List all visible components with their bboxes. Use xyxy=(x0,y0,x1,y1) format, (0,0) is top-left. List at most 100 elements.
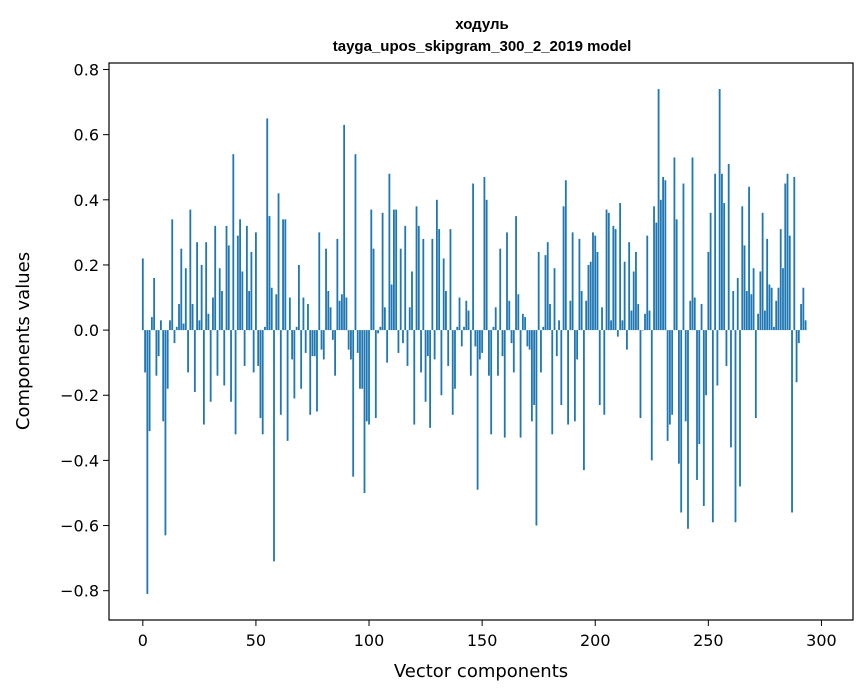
bar-81 xyxy=(325,248,327,331)
bar-275 xyxy=(763,310,766,331)
bar-69 xyxy=(298,264,300,331)
bar-251 xyxy=(709,212,712,331)
bar-197 xyxy=(587,264,590,331)
bar-66 xyxy=(291,330,294,360)
bar-119 xyxy=(411,271,413,331)
bar-74 xyxy=(309,330,312,415)
bar-149 xyxy=(478,330,481,360)
bar-25 xyxy=(198,320,201,331)
bar-65 xyxy=(288,297,291,331)
x-axis-label: Vector components xyxy=(394,661,568,682)
bar-250 xyxy=(707,251,710,331)
bar-165 xyxy=(515,216,517,331)
bar-226 xyxy=(653,206,655,331)
y-tick-label: 0.0 xyxy=(74,321,99,340)
bar-218 xyxy=(635,251,637,331)
bar-132 xyxy=(440,330,443,396)
bar-89 xyxy=(343,124,346,331)
bar-271 xyxy=(754,330,757,419)
bar-243 xyxy=(691,157,694,331)
bar-171 xyxy=(528,330,531,350)
bar-59 xyxy=(275,294,278,331)
bar-150 xyxy=(481,330,484,353)
bar-274 xyxy=(761,212,764,331)
bar-230 xyxy=(662,177,664,331)
bar-47 xyxy=(248,291,251,331)
bar-166 xyxy=(517,294,520,331)
bar-95 xyxy=(356,330,359,353)
bar-283 xyxy=(782,268,784,331)
bar-46 xyxy=(245,225,248,331)
bar-73 xyxy=(307,304,309,331)
bar-45 xyxy=(243,330,246,366)
bar-208 xyxy=(612,225,615,331)
bar-231 xyxy=(664,180,667,331)
bar-134 xyxy=(445,291,447,331)
x-tick-label: 0 xyxy=(138,631,148,650)
bar-90 xyxy=(345,297,348,331)
bar-258 xyxy=(725,330,728,366)
bar-164 xyxy=(512,330,515,373)
bar-186 xyxy=(562,206,565,331)
y-tick-label: −0.2 xyxy=(60,386,99,405)
bar-44 xyxy=(241,271,244,331)
bar-91 xyxy=(347,330,350,350)
bar-68 xyxy=(295,326,298,331)
bar-111 xyxy=(393,209,395,331)
bar-35 xyxy=(221,291,223,331)
bar-50 xyxy=(255,232,257,331)
y-tick-label: 0.8 xyxy=(74,61,99,80)
bar-193 xyxy=(578,238,581,331)
bar-108 xyxy=(386,330,389,363)
bar-223 xyxy=(646,235,649,331)
bar-152 xyxy=(485,199,488,331)
bar-244 xyxy=(693,297,696,331)
bar-253 xyxy=(714,173,717,331)
bar-13 xyxy=(171,219,174,331)
bar-200 xyxy=(594,235,597,331)
bar-18 xyxy=(182,323,185,331)
bar-162 xyxy=(508,300,511,331)
bar-130 xyxy=(435,199,438,331)
bar-153 xyxy=(488,330,490,376)
bar-103 xyxy=(374,330,377,419)
bar-39 xyxy=(230,330,232,402)
bar-217 xyxy=(632,271,635,331)
bar-series xyxy=(141,89,807,594)
bar-5 xyxy=(153,277,156,331)
bar-27 xyxy=(202,330,205,425)
bar-163 xyxy=(510,330,513,344)
bar-281 xyxy=(777,287,780,331)
bar-75 xyxy=(311,330,314,357)
chart-title-line2: tayga_upos_skipgram_300_2_2019 model xyxy=(333,38,632,55)
bar-196 xyxy=(585,300,588,331)
bar-201 xyxy=(596,251,599,331)
chart-title-line1: ходуль xyxy=(455,16,509,33)
bar-139 xyxy=(456,326,459,331)
bar-82 xyxy=(327,291,330,331)
x-tick-label: 300 xyxy=(806,631,837,650)
bar-138 xyxy=(454,330,456,389)
bar-88 xyxy=(340,294,343,331)
bar-79 xyxy=(320,330,323,350)
bar-101 xyxy=(370,209,373,331)
bar-54 xyxy=(264,326,266,331)
bar-106 xyxy=(381,212,384,331)
bar-143 xyxy=(465,300,468,331)
bar-178 xyxy=(544,255,547,331)
bar-118 xyxy=(408,307,411,331)
bar-148 xyxy=(476,330,479,490)
bar-105 xyxy=(379,326,382,331)
bar-279 xyxy=(773,326,775,331)
bar-30 xyxy=(209,330,212,402)
bar-184 xyxy=(558,320,560,331)
bar-151 xyxy=(483,177,486,331)
x-tick-label: 100 xyxy=(354,631,385,650)
bar-233 xyxy=(668,330,671,425)
bar-188 xyxy=(567,330,569,425)
bar-160 xyxy=(503,330,506,438)
bar-286 xyxy=(788,235,791,331)
bar-240 xyxy=(684,330,687,422)
x-tick-label: 250 xyxy=(693,631,724,650)
